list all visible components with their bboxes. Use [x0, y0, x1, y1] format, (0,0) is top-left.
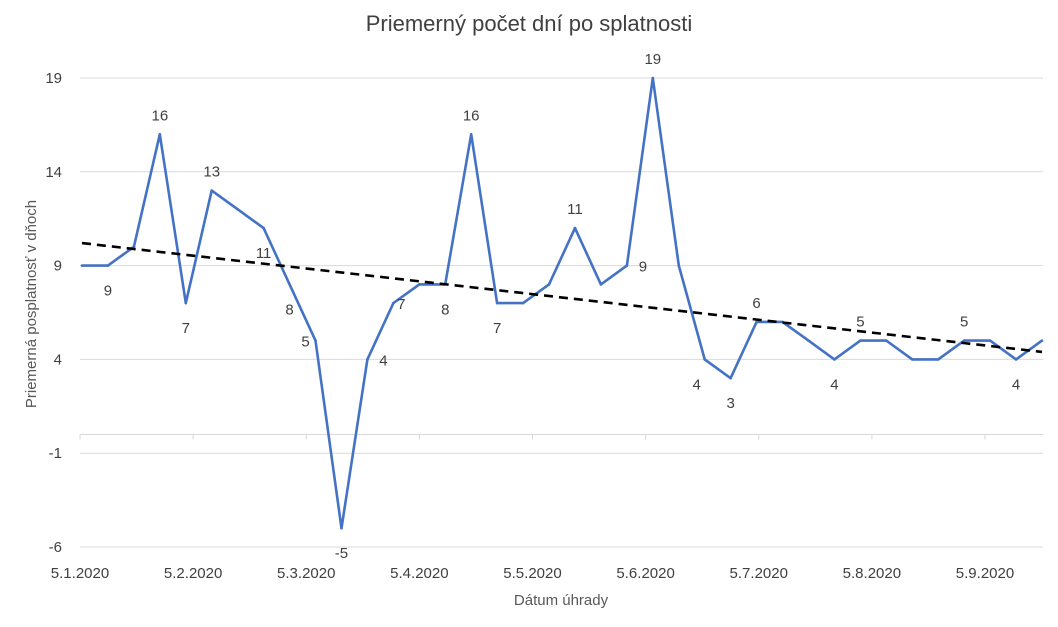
data-point	[703, 358, 707, 361]
data-point	[366, 358, 369, 361]
x-tick-label: 5.7.2020	[730, 565, 788, 582]
y-tick-label: 14	[45, 164, 62, 181]
data-point	[547, 283, 551, 286]
data-label: -5	[335, 545, 348, 562]
data-label: 5	[960, 314, 968, 331]
data-point	[158, 132, 162, 136]
data-label: 11	[256, 245, 272, 262]
data-label: 8	[441, 301, 449, 318]
data-label: 9	[104, 283, 112, 300]
data-label: 16	[463, 107, 480, 124]
data-point	[677, 264, 681, 267]
y-tick-label: 4	[54, 351, 62, 368]
trendline-group	[81, 241, 1043, 354]
data-point	[392, 301, 395, 305]
data-point	[988, 339, 992, 342]
data-point	[1040, 339, 1044, 342]
x-tick-label: 5.8.2020	[843, 565, 901, 582]
x-tick-label: 5.1.2020	[51, 565, 109, 582]
data-point	[80, 264, 84, 267]
data-label: 16	[151, 107, 168, 124]
series-group	[80, 76, 1044, 530]
y-axis-title: Priemerná posplatnosť v dňoch	[23, 200, 40, 408]
data-label: 8	[285, 301, 293, 318]
data-point	[807, 339, 810, 342]
data-label: 7	[182, 320, 190, 337]
data-label: 13	[203, 164, 220, 181]
data-point	[936, 358, 940, 361]
data-label: 9	[639, 259, 647, 276]
data-point	[962, 339, 966, 342]
data-label: 4	[830, 376, 838, 393]
data-label: 4	[693, 376, 701, 393]
y-tick-label: -1	[49, 445, 62, 462]
data-point	[573, 226, 577, 230]
data-label: 5	[856, 314, 864, 331]
data-point	[859, 339, 862, 342]
data-point	[755, 320, 758, 324]
data-point	[625, 264, 629, 267]
y-tick-label: 9	[54, 258, 62, 275]
data-point	[132, 245, 136, 249]
y-tick-label: 19	[45, 70, 62, 87]
data-point	[885, 339, 888, 342]
data-point	[340, 526, 343, 530]
data-point	[833, 358, 836, 361]
data-label: 7	[493, 320, 501, 337]
data-point	[314, 339, 317, 342]
data-label: 3	[726, 395, 734, 412]
data-point	[651, 76, 655, 80]
data-point	[210, 189, 214, 192]
y-axis-tick-labels: 19 14 9 4 -1 -6	[45, 70, 62, 556]
data-label: 4	[379, 352, 387, 369]
chart-title: Priemerný počet dní po splatnosti	[366, 11, 693, 36]
data-point	[236, 208, 239, 211]
gridlines	[79, 77, 1043, 548]
data-point	[910, 358, 914, 361]
data-point	[469, 132, 473, 136]
data-point	[729, 376, 732, 380]
series-line	[82, 76, 1043, 530]
data-point	[106, 264, 110, 267]
y-tick-label: -6	[49, 539, 62, 556]
data-point	[521, 301, 525, 305]
x-axis-title: Dátum úhrady	[514, 592, 609, 609]
data-label: 19	[644, 51, 661, 68]
data-point	[184, 301, 188, 305]
x-tick-label: 5.3.2020	[277, 565, 335, 582]
data-label: 6	[752, 295, 760, 312]
x-tick-label: 5.9.2020	[956, 565, 1014, 582]
data-point	[1014, 358, 1018, 361]
x-tick-label: 5.5.2020	[503, 565, 561, 582]
data-point	[262, 226, 265, 230]
data-point	[495, 301, 499, 305]
data-label: 11	[567, 201, 583, 218]
data-label: 7	[397, 296, 405, 313]
data-point	[417, 283, 421, 286]
data-point	[288, 283, 291, 286]
data-label: 5	[301, 334, 309, 351]
x-axis-tick-labels: 5.1.2020 5.2.2020 5.3.2020 5.4.2020 5.5.2020…	[51, 565, 1014, 582]
data-label: 4	[1012, 376, 1020, 393]
trendline	[81, 241, 1043, 354]
x-tick-label: 5.6.2020	[616, 565, 674, 582]
x-tick-label: 5.2.2020	[164, 565, 222, 582]
data-point	[599, 283, 603, 286]
x-tick-label: 5.4.2020	[390, 565, 448, 582]
